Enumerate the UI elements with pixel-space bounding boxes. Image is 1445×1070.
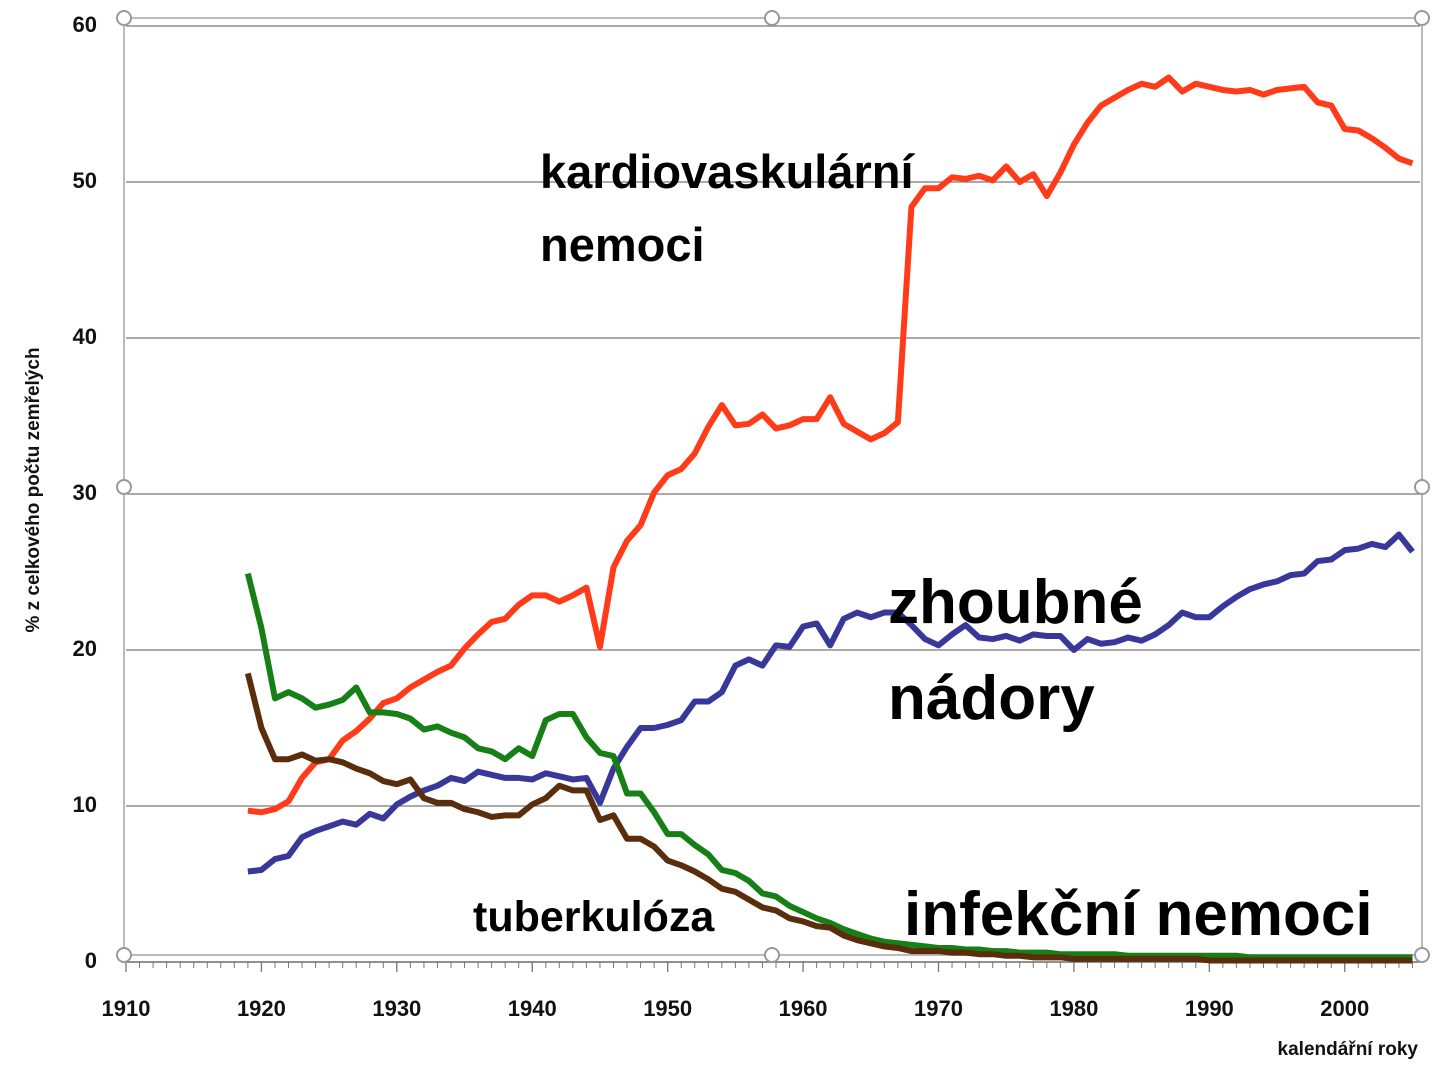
y-tick-label: 20 (73, 636, 97, 661)
x-tick-label: 1980 (1049, 996, 1098, 1021)
x-axis-label: kalendářní roky (1278, 1039, 1419, 1060)
series-label: tuberkulóza (473, 893, 715, 941)
series-line (247, 531, 1415, 875)
x-tick-label: 1940 (508, 996, 557, 1021)
x-tick-label: 1950 (643, 996, 692, 1021)
series-label: infekční nemoci (904, 880, 1373, 949)
series-line (244, 572, 1413, 961)
x-tick-label: 1930 (372, 996, 421, 1021)
selection-handle (764, 10, 780, 26)
selection-handle (1414, 479, 1430, 495)
series-line (247, 74, 1414, 816)
x-tick-label: 1910 (102, 996, 151, 1021)
y-axis-label: % z celkového počtu zemřelých (23, 347, 44, 632)
y-tick-label: 30 (73, 480, 97, 505)
selection-handle (1414, 10, 1430, 26)
series-line (244, 672, 1413, 964)
selection-handle (116, 947, 132, 963)
y-tick-label: 60 (73, 12, 97, 37)
x-tick-label: 1960 (779, 996, 828, 1021)
x-tick-label: 1970 (914, 996, 963, 1021)
selection-handle (1414, 947, 1430, 963)
selection-handle (116, 10, 132, 26)
selection-handle (116, 479, 132, 495)
series-label: kardiovaskulární nemoci (540, 145, 914, 271)
y-tick-label: 0 (85, 948, 97, 973)
y-tick-label: 10 (73, 792, 97, 817)
y-tick-label: 50 (73, 168, 97, 193)
x-tick-label: 1990 (1185, 996, 1234, 1021)
x-tick-label: 2000 (1320, 996, 1369, 1021)
y-tick-label: 40 (73, 324, 97, 349)
x-tick-label: 1920 (237, 996, 286, 1021)
series-label: zhoubné nádory (888, 568, 1143, 734)
selection-handle (764, 947, 780, 963)
